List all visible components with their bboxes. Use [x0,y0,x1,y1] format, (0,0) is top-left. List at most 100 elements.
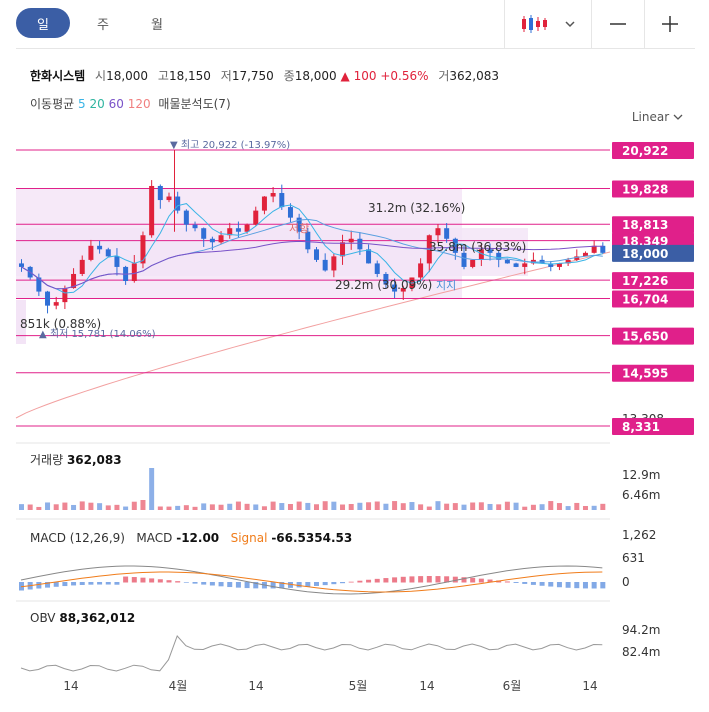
volume-bar [591,505,597,510]
scale-mode-selector[interactable]: Linear [632,110,683,124]
stock-chart[interactable]: 20,92219,82818,81318,34918,00017,22616,7… [0,130,709,712]
candle-body [366,249,372,264]
volume-bar [513,502,519,510]
zoom-in-button[interactable] [644,0,695,48]
volume-bar [97,503,103,510]
macd-histogram-bar [244,582,250,589]
macd-histogram-bar [444,576,450,583]
volume-profile-box [16,300,26,344]
candle-body [183,210,189,225]
macd-histogram-bar [600,582,606,589]
zoom-out-button[interactable] [591,0,644,48]
candle-body [314,249,319,260]
macd-histogram-bar [452,576,458,583]
candle-body [348,238,354,243]
volume-bar [183,505,189,510]
moving-average-legend[interactable]: 이동평균 5 20 60 120 매물분석도(7) [30,97,231,111]
candle-body [296,217,302,232]
top-toolbar: 일 주 월 [0,0,709,50]
volume-bar [600,503,606,510]
candle-body [287,207,293,218]
candle-body [88,245,94,260]
volume-bar [270,501,276,510]
macd-histogram-bar [157,579,163,583]
macd-histogram-bar [530,582,536,585]
macd-histogram-bar [522,582,528,584]
macd-histogram-bar [461,577,467,583]
macd-histogram-bar [36,582,42,589]
candle-body [392,284,398,292]
candle-body [452,238,458,253]
volume-bar [218,504,224,510]
macd-histogram-bar [539,582,545,586]
volume-bar [496,504,502,510]
candle-body [71,273,77,289]
macd-histogram-bar [105,582,111,585]
chart-type-selector[interactable] [504,0,591,48]
obv-legend: OBV 88,362,012 [30,611,136,625]
volume-bar [123,506,129,510]
volume-bar [244,503,250,510]
volume-bar [114,504,120,510]
macd-histogram-bar [131,577,137,583]
candle-body [504,259,510,264]
candle-body [340,242,346,257]
volume-bar [27,504,33,510]
volume-bar [522,506,528,510]
macd-histogram-bar [296,582,302,588]
macd-histogram-bar [400,576,406,583]
volume-bar [296,501,302,510]
candle-body [131,263,137,282]
macd-axis-label: 1,262 [622,528,656,542]
macd-histogram-bar [513,582,519,583]
volume-axis-label: 12.9m [622,468,660,482]
macd-histogram-bar [97,582,103,585]
volume-bar [140,500,146,510]
tab-day[interactable]: 일 [16,8,70,38]
high-price-annotation: ▼ 최고 20,922 (-13.97%) [170,139,290,151]
macd-histogram-bar [114,582,120,585]
stock-name: 한화시스템 [30,69,86,83]
candle-body [383,273,389,285]
candle-body [322,259,328,271]
candle-body [556,263,562,267]
candle-body [253,210,259,225]
macd-histogram-bar [383,578,389,583]
price-axis-label: 15,650 [622,330,668,344]
macd-histogram-bar [227,582,233,588]
volume-bar [88,502,94,510]
macd-histogram-bar [218,582,224,587]
candle-body [435,228,441,236]
ma120-line [15,251,611,419]
candle-body [591,245,597,253]
macd-histogram-bar [279,582,285,589]
tab-week[interactable]: 주 [97,17,109,33]
candle-body [582,252,588,257]
volume-bar [227,503,233,510]
candle-body [418,263,424,278]
macd-histogram-bar [487,579,493,583]
candle-body [235,228,241,232]
tab-month[interactable]: 월 [151,17,163,33]
candle-body [105,249,111,257]
candle-body [166,196,172,201]
volume-bar [470,502,476,510]
volume-bar [53,504,59,510]
volume-bar [565,506,571,510]
price-summary: 한화시스템 시18,000 고18,150 저17,750 종18,000 ▲ … [30,69,499,83]
volume-value: 362,083 [449,69,499,83]
volume-bar [400,503,406,510]
volume-bar [201,503,207,510]
macd-legend: MACD (12,26,9) MACD -12.00 Signal -66.53… [30,531,353,545]
candle-body [305,231,311,250]
obv-line [20,635,603,672]
candle-body [374,263,380,274]
volume-bar [36,506,42,510]
macd-histogram-bar [53,582,59,587]
macd-histogram-bar [192,582,198,584]
volume-bar [435,501,441,510]
volume-bar [530,504,536,510]
candle-body [400,288,406,292]
price-level-tag [612,364,694,382]
volume-bar [478,502,484,510]
